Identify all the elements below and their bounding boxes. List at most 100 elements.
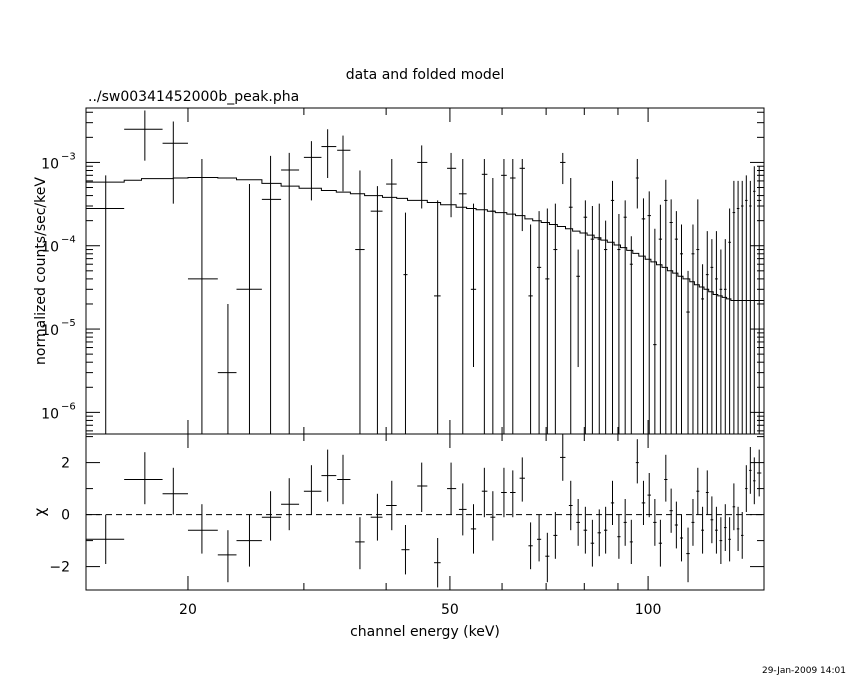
data-point bbox=[710, 239, 714, 434]
residual-y-ticks: 2 0 −2 bbox=[49, 436, 764, 576]
data-point bbox=[281, 152, 300, 434]
residual-point bbox=[679, 514, 684, 562]
data-point bbox=[490, 178, 496, 434]
data-point bbox=[679, 224, 684, 434]
residual-x-ticks bbox=[187, 434, 649, 590]
y-tick-label: 0 bbox=[61, 508, 70, 524]
data-point bbox=[303, 141, 322, 201]
residual-point bbox=[740, 512, 744, 559]
data-point bbox=[736, 180, 740, 434]
data-point bbox=[664, 179, 668, 434]
residual-point bbox=[553, 512, 558, 559]
residual-point bbox=[603, 506, 608, 554]
residual-point bbox=[623, 499, 627, 546]
residual-point bbox=[370, 493, 383, 541]
data-point bbox=[658, 204, 663, 434]
residual-point bbox=[321, 449, 337, 502]
data-point bbox=[669, 199, 673, 434]
data-panel-y-ticks: 10−610−510−410−3 bbox=[41, 111, 764, 432]
data-point bbox=[519, 158, 525, 232]
data-point bbox=[481, 158, 488, 434]
residual-point bbox=[447, 462, 457, 515]
residual-point bbox=[635, 439, 639, 484]
data-point bbox=[417, 145, 428, 209]
data-point bbox=[696, 199, 700, 434]
residual-point bbox=[696, 467, 700, 515]
data-point bbox=[757, 166, 762, 434]
residual-point bbox=[705, 470, 709, 515]
data-point bbox=[261, 155, 282, 434]
data-point bbox=[705, 231, 709, 434]
data-point bbox=[403, 212, 408, 434]
residual-point bbox=[162, 467, 188, 515]
data-point bbox=[753, 166, 756, 434]
residual-points bbox=[86, 434, 762, 588]
x-tick-label: 20 bbox=[179, 602, 197, 618]
x-tick-labels: 20 50 100 bbox=[179, 602, 661, 618]
residual-point bbox=[86, 514, 125, 564]
y-tick-exponent: −4 bbox=[61, 235, 76, 246]
y-tick-label: −2 bbox=[49, 560, 70, 576]
y-axis-label-top: normalized counts/sec/keV bbox=[33, 177, 49, 365]
residual-point bbox=[355, 517, 365, 570]
residual-point bbox=[653, 499, 657, 546]
data-point bbox=[217, 303, 237, 434]
data-point bbox=[715, 231, 718, 434]
data-point bbox=[576, 249, 580, 368]
data-point bbox=[553, 203, 558, 434]
data-point bbox=[370, 186, 383, 434]
residual-point bbox=[641, 480, 646, 525]
residual-point bbox=[686, 527, 690, 583]
residual-point bbox=[723, 504, 727, 551]
residual-point bbox=[610, 480, 615, 525]
data-point bbox=[701, 264, 704, 434]
data-point bbox=[583, 200, 588, 434]
residual-point bbox=[470, 504, 477, 554]
data-point bbox=[623, 200, 627, 434]
data-point bbox=[653, 228, 657, 434]
residual-point bbox=[510, 470, 516, 518]
residual-point bbox=[576, 499, 580, 546]
y-tick-label: 10 bbox=[41, 240, 59, 256]
data-point bbox=[124, 110, 163, 161]
residual-point bbox=[560, 434, 566, 481]
residual-point bbox=[674, 501, 678, 549]
y-tick-exponent: −3 bbox=[61, 151, 76, 162]
data-point bbox=[458, 158, 467, 434]
residual-point bbox=[629, 519, 633, 564]
data-point bbox=[447, 152, 457, 218]
data-point bbox=[635, 158, 639, 209]
residual-point bbox=[236, 514, 262, 567]
data-point bbox=[590, 205, 595, 434]
data-point bbox=[162, 121, 188, 204]
residual-point bbox=[187, 504, 218, 554]
residual-point bbox=[715, 506, 718, 554]
residual-point bbox=[217, 530, 237, 583]
data-point bbox=[728, 208, 731, 434]
data-point bbox=[355, 170, 365, 434]
data-point bbox=[597, 203, 601, 434]
residual-point bbox=[303, 465, 322, 515]
data-point bbox=[337, 135, 351, 192]
y-tick-label: 10 bbox=[41, 323, 59, 339]
residual-point bbox=[590, 519, 595, 567]
residual-point bbox=[647, 473, 651, 518]
data-point bbox=[528, 224, 533, 434]
data-point bbox=[510, 158, 516, 434]
residual-point bbox=[545, 532, 550, 583]
residual-point bbox=[691, 499, 695, 546]
residual-point bbox=[490, 491, 496, 541]
data-point bbox=[674, 211, 678, 434]
residual-point bbox=[658, 519, 663, 567]
data-point bbox=[629, 236, 633, 434]
data-point bbox=[603, 220, 608, 434]
residual-point bbox=[710, 496, 714, 544]
data-panel: 10−610−510−410−3 normalized counts/sec/k… bbox=[33, 107, 765, 435]
residual-point bbox=[749, 447, 752, 494]
data-point bbox=[749, 180, 752, 434]
y-tick-exponent: −5 bbox=[61, 318, 76, 329]
residual-point bbox=[528, 522, 533, 570]
y-tick-label: 2 bbox=[61, 456, 70, 472]
data-point bbox=[686, 270, 690, 434]
